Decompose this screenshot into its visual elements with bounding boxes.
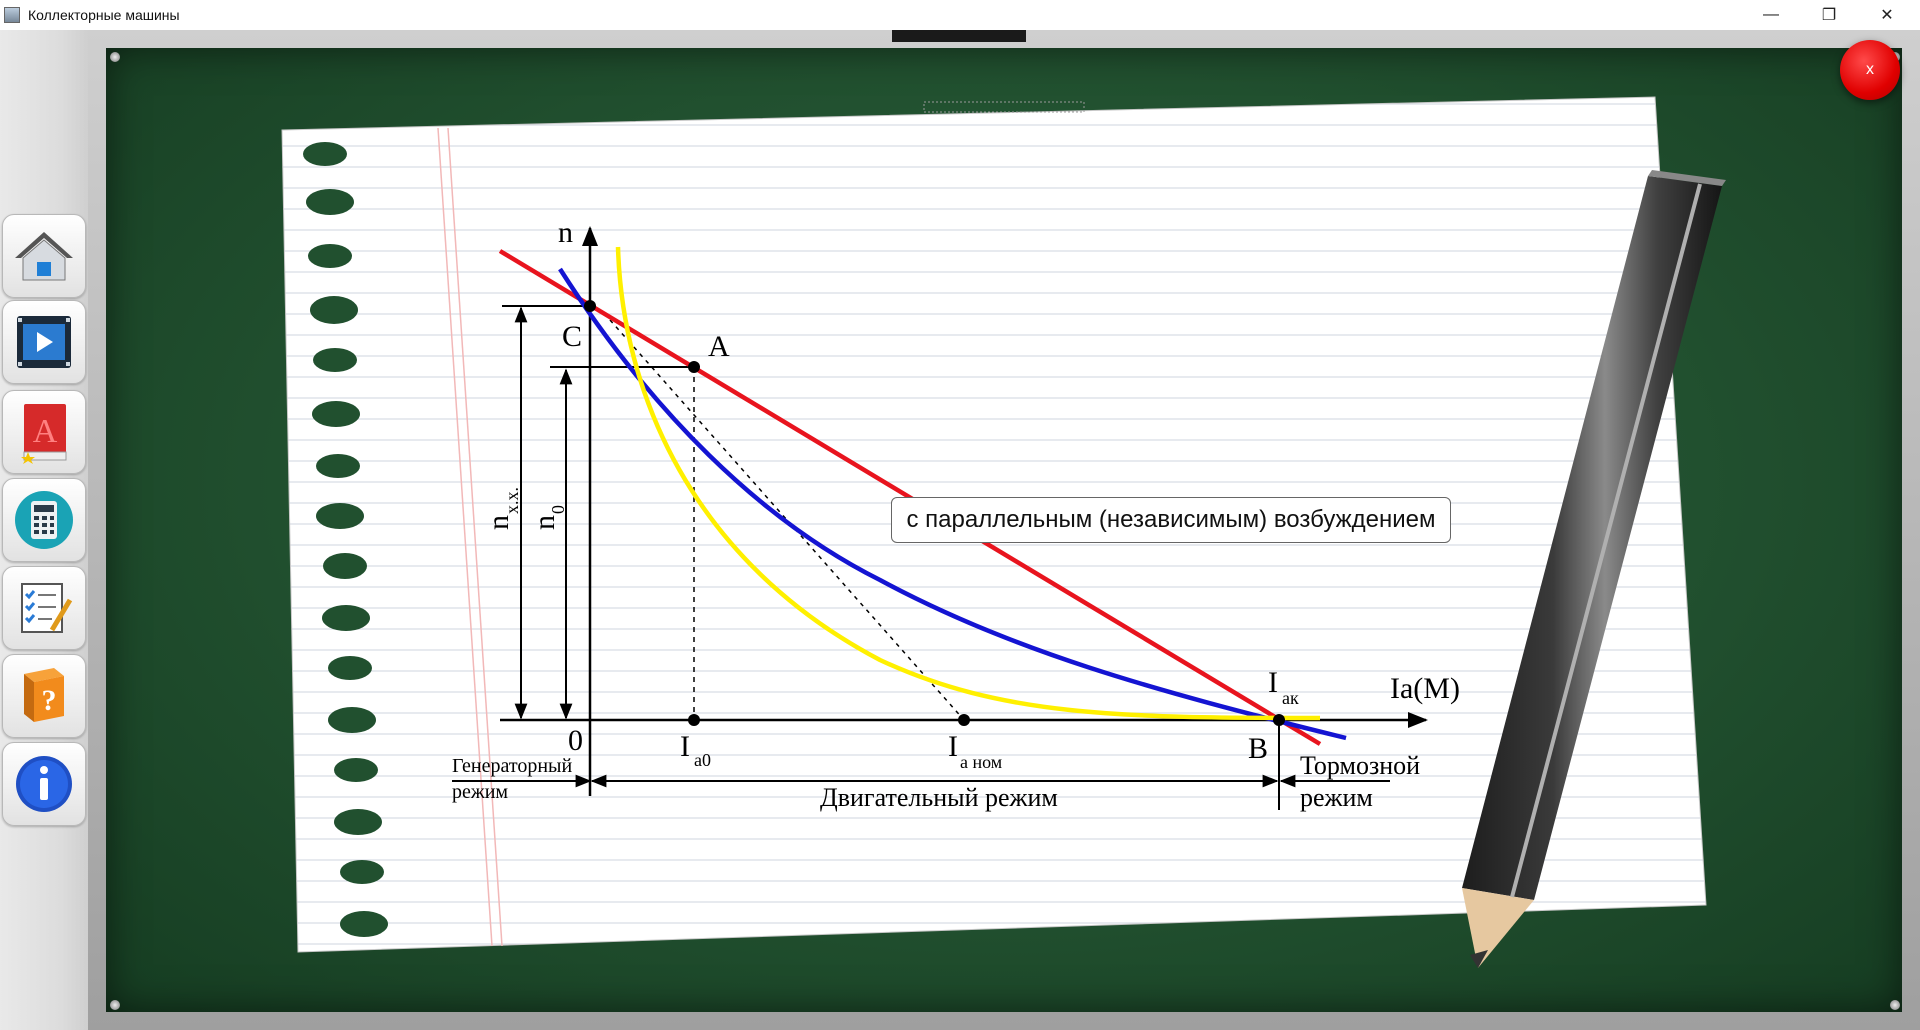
home-icon — [15, 232, 73, 281]
yellow-characteristic — [615, 246, 1321, 721]
test-button[interactable] — [2, 566, 86, 650]
braking-mode-label-2: режим — [1300, 783, 1373, 812]
nxx-label: n — [482, 515, 515, 530]
iak-label: I — [1268, 666, 1278, 699]
svg-text:?: ? — [42, 684, 57, 717]
calculator-icon — [15, 491, 73, 549]
video-button[interactable] — [2, 300, 86, 384]
x-axis-label: Ia(M) — [1390, 672, 1460, 705]
screw — [110, 52, 120, 62]
video-icon — [17, 316, 71, 368]
tooltip: с параллельным (независимым) возбуждение… — [891, 497, 1451, 543]
blue-characteristic — [558, 267, 1347, 741]
home-button[interactable] — [2, 214, 86, 298]
ianom-subscript: а ном — [960, 752, 1002, 772]
ia0-subscript: а0 — [694, 750, 711, 770]
y-axis-label: n — [558, 216, 573, 249]
help-button[interactable]: ? — [2, 654, 86, 738]
sidebar: A ? — [0, 30, 88, 1030]
checklist-icon — [21, 583, 73, 633]
screw — [1890, 1000, 1900, 1010]
minimize-button[interactable]: — — [1763, 6, 1779, 23]
nxx-subscript: х.х. — [502, 487, 522, 514]
iak-subscript: ак — [1282, 688, 1299, 708]
book-icon: A — [21, 404, 67, 464]
help-book-icon: ? — [24, 668, 64, 722]
generator-mode-label-1: Генераторный — [452, 755, 572, 777]
motor-mode-label: Двигательный режим — [820, 783, 1058, 812]
app-icon — [4, 7, 20, 23]
paper-holes — [303, 142, 388, 937]
title-bar: Коллекторные машины — ❐ ✕ — [0, 0, 1920, 30]
point-b-label: B — [1248, 732, 1268, 765]
reference-book-button[interactable]: A — [2, 390, 86, 474]
restore-button[interactable]: ❐ — [1821, 7, 1837, 24]
n0-label: n — [528, 515, 561, 530]
close-window-button[interactable]: ✕ — [1880, 7, 1894, 24]
ianom-label: I — [948, 730, 958, 763]
window-title: Коллекторные машины — [28, 7, 180, 23]
generator-mode-label-2: режим — [452, 781, 508, 803]
info-button[interactable] — [2, 742, 86, 826]
exit-button[interactable]: x — [1840, 40, 1900, 100]
ia0-label: I — [680, 730, 690, 763]
point-a-label: A — [708, 330, 730, 363]
svg-text:A: A — [33, 413, 58, 450]
origin-label: 0 — [568, 724, 583, 757]
pencil-image — [1462, 170, 1726, 968]
screw — [110, 1000, 120, 1010]
calculator-button[interactable] — [2, 478, 86, 562]
board-handle — [892, 30, 1026, 42]
braking-mode-label-1: Тормозной — [1300, 751, 1420, 780]
info-icon — [16, 756, 72, 812]
point-c-label: C — [562, 320, 582, 353]
n0-subscript: 0 — [548, 505, 568, 514]
